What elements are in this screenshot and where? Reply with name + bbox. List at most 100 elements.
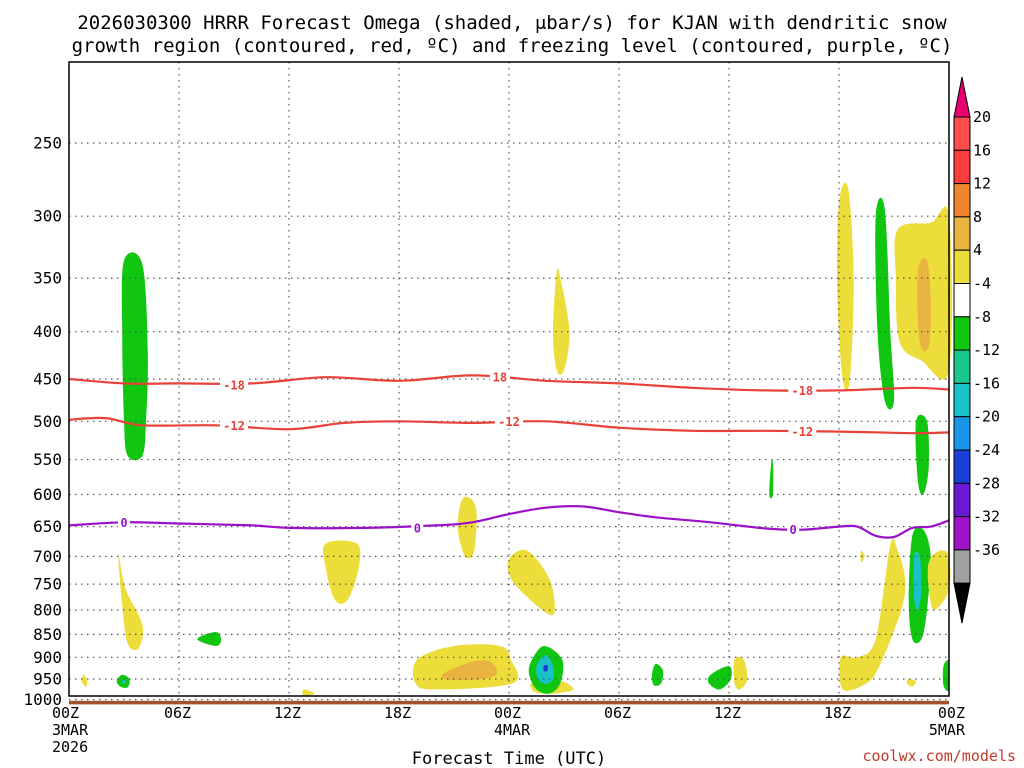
contour-label-1: -18 <box>223 379 245 393</box>
y-tick-label-550: 550 <box>33 450 62 469</box>
x-tick-date-48: 5MAR <box>929 721 966 739</box>
colorbar-label-6: -4 <box>973 275 991 293</box>
contour-layer: -18 18 -18 -12 -12 -12 0 0 0 <box>68 370 950 539</box>
colorbar-label-10: -20 <box>973 408 1000 426</box>
colorbar-label-4: 8 <box>973 208 982 226</box>
x-tick-label-30: 06Z <box>604 704 631 722</box>
colorbar-segment-12 <box>953 482 971 518</box>
omega-area-9 <box>457 496 477 559</box>
y-tick-label-700: 700 <box>33 547 62 566</box>
colorbar-segment-11 <box>953 449 971 484</box>
x-tick-label-6: 06Z <box>164 704 191 722</box>
contour-label-4: -12 <box>223 419 245 433</box>
contour-label-7: 0 <box>120 516 127 530</box>
omega-area-32 <box>906 678 917 687</box>
y-tick-label-250: 250 <box>33 134 62 153</box>
omega-area-14 <box>553 267 570 375</box>
omega-shading-layer <box>81 182 952 696</box>
credit-text: coolwx.com/models <box>862 747 1016 765</box>
terrain-band <box>69 700 949 705</box>
x-tick-label-12: 12Z <box>274 704 301 722</box>
y-tick-label-400: 400 <box>33 322 62 341</box>
colorbar-label-11: -24 <box>973 441 1000 459</box>
y-tick-label-650: 650 <box>33 517 62 536</box>
colorbar-segment-14 <box>953 549 971 584</box>
y-tick-label-450: 450 <box>33 369 62 388</box>
omega-area-31 <box>927 550 951 610</box>
x-tick-date-24: 4MAR <box>494 721 531 739</box>
omega-area-7 <box>302 689 315 696</box>
colorbar-label-3: 12 <box>973 175 991 193</box>
y-tick-label-500: 500 <box>33 412 62 431</box>
x-tick-label-42: 18Z <box>824 704 851 722</box>
contour-label-bg-6 <box>788 424 817 439</box>
omega-area-5 <box>81 674 88 687</box>
y-tick-label-1000: 1000 <box>23 690 62 709</box>
chart-title-line-2: growth region (contoured, red, ºC) and f… <box>72 35 953 57</box>
omega-area-21 <box>769 459 774 499</box>
contour-label-bg-5 <box>495 414 523 429</box>
x-tick-year-0: 2026 <box>52 738 88 756</box>
omega-area-2 <box>197 631 222 647</box>
x-tick-label-24: 00Z <box>494 704 521 722</box>
x-tick-date-0: 3MAR <box>52 721 89 739</box>
colorbar-label-12: -28 <box>973 474 1000 492</box>
x-axis-title: Forecast Time (UTC) <box>412 749 606 768</box>
omega-area-20 <box>733 656 748 690</box>
y-tick-label-800: 800 <box>33 601 62 620</box>
contour-label-bg-9 <box>787 522 800 537</box>
omega-area-8 <box>322 540 361 604</box>
omega-area-27 <box>839 538 906 691</box>
colorbar-segment-9 <box>953 382 971 418</box>
contour-label-bg-4 <box>220 418 248 433</box>
freezing-level-line <box>68 504 950 539</box>
colorbar-segment-10 <box>953 416 971 451</box>
omega-area-30 <box>913 551 922 611</box>
colorbar-segment-7 <box>953 316 971 351</box>
omega-area-19 <box>707 666 732 690</box>
colorbar-segment-1 <box>953 116 971 151</box>
isotherm-minus18-line <box>68 374 950 392</box>
colorbar-segment-3 <box>953 183 971 218</box>
y-tick-label-300: 300 <box>33 207 62 226</box>
contour-label-bg-3 <box>788 383 817 398</box>
colorbar-top-arrow <box>953 76 971 118</box>
colorbar-label-8: -12 <box>973 341 1000 359</box>
omega-area-11 <box>441 660 498 681</box>
contour-label-3: -18 <box>791 384 813 398</box>
terrain-layer <box>69 700 949 705</box>
x-tick-label-18: 18Z <box>384 704 411 722</box>
contour-label-6: -12 <box>791 425 813 439</box>
x-tick-label-48: 00Z <box>938 704 965 722</box>
colorbar-segment-5 <box>953 249 971 284</box>
y-tick-label-750: 750 <box>33 575 62 594</box>
omega-area-26 <box>915 414 930 496</box>
omega-area-17 <box>543 664 548 672</box>
colorbar-label-13: -32 <box>973 508 1000 526</box>
pressure-tick-labels: 250 300 350 400 450 500 550 600 650 700 750 800 850 9… <box>23 134 62 710</box>
omega-area-28 <box>860 550 865 563</box>
contour-label-bg-7 <box>118 515 130 530</box>
colorbar-label-7: -8 <box>973 308 991 326</box>
y-tick-label-950: 950 <box>33 670 62 689</box>
x-tick-label-0: 00Z <box>52 704 79 722</box>
contour-label-5: -12 <box>498 415 520 429</box>
omega-area-25 <box>917 258 931 352</box>
colorbar-label-1: 20 <box>973 108 991 126</box>
colorbar-label-5: 4 <box>973 241 982 259</box>
omega-area-12 <box>507 549 555 616</box>
colorbar: 20 16 12 8 4 -4 -8 -12 -16 -20 -24 -28 -32 -36 <box>953 76 1000 624</box>
colorbar-segment-4 <box>953 216 971 251</box>
x-tick-label-36: 12Z <box>714 704 741 722</box>
contour-label-8: 0 <box>414 521 421 535</box>
colorbar-segment-8 <box>953 349 971 384</box>
contour-label-9: 0 <box>790 523 797 537</box>
colorbar-segment-6 <box>953 283 971 318</box>
omega-area-6 <box>118 556 144 651</box>
omega-area-18 <box>651 663 664 686</box>
y-tick-label-850: 850 <box>33 625 62 644</box>
colorbar-bottom-arrow <box>953 582 971 624</box>
omega-area-1 <box>121 252 148 461</box>
